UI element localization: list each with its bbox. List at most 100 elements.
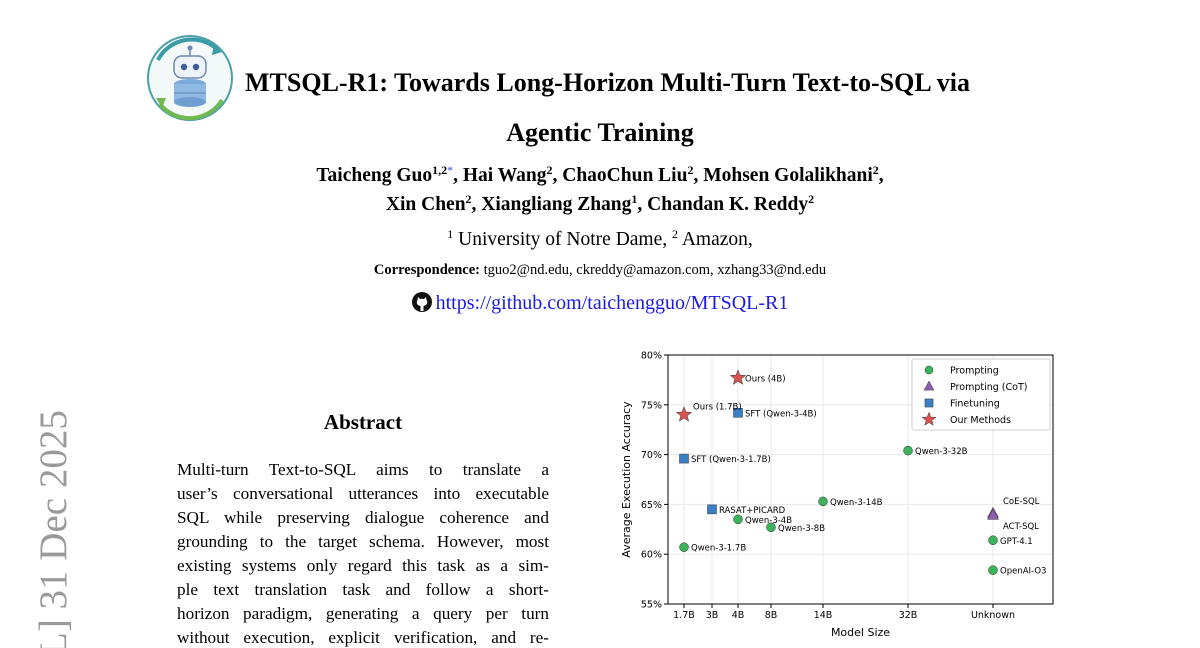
point: [729, 369, 747, 385]
point: [766, 522, 776, 533]
x-tick-label: 8B: [765, 610, 778, 621]
x-tick-label: 4B: [732, 610, 745, 621]
point-label: CoE-SQL: [1003, 497, 1040, 507]
x-tick-label: 1.7B: [673, 610, 695, 621]
point: [675, 406, 693, 422]
abstract-line: Multi-turn Text-to-SQL aims to translate…: [177, 460, 549, 479]
github-icon: [411, 292, 432, 312]
point-label: SFT (Qwen-3-1.7B): [691, 455, 771, 465]
point-label: OpenAI-O3: [1000, 567, 1046, 577]
author-mark: *: [447, 163, 454, 177]
point: [921, 411, 937, 426]
abstract-line: ple text translation task and follow a s…: [177, 580, 549, 599]
title-line: MTSQL-R1: Towards Long-Horizon Multi-Tur…: [245, 68, 970, 97]
affiliations: 1 University of Notre Dame, 2 Amazon,: [0, 227, 1200, 251]
y-tick-label: 75%: [641, 400, 662, 411]
author-affil: 2: [872, 163, 879, 177]
logo: [147, 35, 233, 121]
x-tick-label: Unknown: [971, 610, 1015, 621]
abstract-heading: Abstract: [323, 410, 403, 434]
abstract-line: SQL while preserving dialogue coherence …: [177, 508, 549, 527]
point: [924, 365, 934, 375]
abstract-line: user’s conversational utterances into ex…: [177, 484, 549, 503]
author-line: Taicheng Guo1,2*, Hai Wang2, ChaoChun Li…: [0, 163, 1200, 187]
point: [707, 504, 717, 515]
abstract-line: grounding to the target schema. However,…: [177, 532, 549, 551]
affil-num: 1: [447, 227, 454, 241]
point: [679, 453, 689, 464]
point-label: Qwen-3-1.7B: [691, 544, 746, 554]
point: [733, 514, 743, 525]
author-affil: 2: [687, 163, 694, 177]
x-tick-label: 14B: [814, 610, 833, 621]
point: [903, 445, 913, 456]
point: [987, 508, 999, 520]
point: [923, 380, 935, 391]
author-affil: 2: [546, 163, 553, 177]
abstract-line: existing systems only regard this task a…: [177, 556, 549, 575]
legend-label: Our Methods: [950, 415, 1011, 426]
author-sep: ,: [878, 165, 884, 186]
affil-name: University of Notre Dame,: [458, 229, 668, 250]
y-tick-label: 60%: [641, 550, 662, 561]
author-name: ChaoChun Liu: [562, 165, 688, 186]
author-affil: 2: [465, 192, 472, 206]
author-name: Chandan K. Reddy: [647, 194, 809, 215]
y-tick-label: 65%: [641, 500, 662, 511]
author-sep: ,: [552, 165, 558, 186]
point-label: RASAT+PICARD: [719, 506, 786, 516]
point-label: SFT (Qwen-3-4B): [745, 409, 817, 419]
point-label: Qwen-3-32B: [915, 447, 968, 457]
author-affil: 1: [631, 192, 638, 206]
correspondence: Correspondence: tguo2@nd.edu, ckreddy@am…: [0, 262, 1200, 279]
y-tick-label: 80%: [641, 351, 662, 362]
affil-num: 2: [672, 227, 679, 241]
point-label: Ours (1.7B): [693, 402, 742, 412]
author-line: Xin Chen2, Xiangliang Zhang1, Chandan K.…: [0, 192, 1200, 216]
y-tick-label: 55%: [641, 600, 662, 611]
abstract-line: without execution, explicit verification…: [177, 628, 549, 647]
y-tick-label: 70%: [641, 450, 662, 461]
author-affil: 2: [808, 192, 815, 206]
x-tick-label: 3B: [706, 610, 719, 621]
emails: tguo2@nd.edu, ckreddy@amazon.com, xzhang…: [483, 262, 827, 278]
point: [988, 535, 998, 546]
point-label: Ours (4B): [745, 374, 786, 384]
github: https://github.com/taichengguo/MTSQL-R1: [0, 292, 1200, 315]
github-link[interactable]: https://github.com/taichengguo/MTSQL-R1: [435, 292, 789, 314]
abstract-line: horizon paradigm, generating a query per…: [177, 604, 549, 623]
author-name: Xin Chen: [385, 194, 466, 215]
author-sep: ,: [471, 194, 477, 215]
author-name: Mohsen Golalikhani: [703, 165, 873, 186]
y-axis-label: Average Execution Accuracy: [620, 401, 633, 558]
legend-box: [911, 358, 1051, 431]
correspondence-label: Correspondence:: [373, 262, 480, 278]
point: [733, 408, 743, 418]
point-label: ACT-SQL: [1003, 522, 1039, 532]
x-axis-label: Model Size: [831, 626, 890, 639]
point: [818, 496, 828, 507]
author-affil: 1,2*: [432, 163, 454, 177]
point-label: Qwen-3-4B: [745, 516, 792, 526]
legend-label: Prompting: [950, 366, 999, 377]
point: [924, 398, 934, 408]
author-sep: ,: [637, 194, 643, 215]
point-label: GPT-4.1: [1000, 537, 1033, 547]
legend-label: Prompting (CoT): [950, 382, 1027, 393]
point-label: Qwen-3-8B: [778, 524, 825, 534]
title-line: Agentic Training: [506, 118, 694, 147]
x-tick-label: 32B: [899, 610, 918, 621]
point-label: Qwen-3-14B: [830, 498, 883, 508]
author-name: Taicheng Guo: [316, 165, 433, 186]
author-sep: ,: [693, 165, 699, 186]
author-name: Xiangliang Zhang: [481, 194, 632, 215]
point: [679, 542, 689, 552]
author-sep: ,: [453, 165, 458, 186]
arxiv-stamp: L] 31 Dec 2025: [32, 410, 75, 648]
point: [988, 565, 998, 575]
affil-name: Amazon,: [681, 229, 753, 250]
legend-label: Finetuning: [950, 399, 1000, 410]
author-name: Hai Wang: [462, 165, 547, 186]
